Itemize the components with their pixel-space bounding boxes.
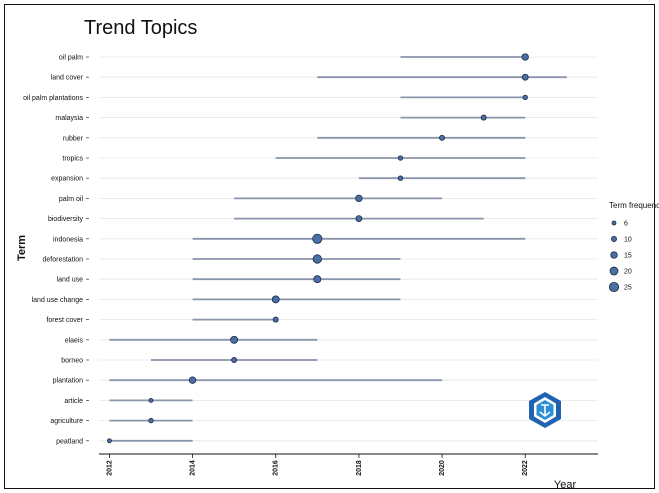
y-tick-label: borneo bbox=[61, 358, 83, 365]
term-point bbox=[480, 114, 487, 121]
y-tick-label: malaysia bbox=[55, 115, 83, 122]
term-point bbox=[106, 438, 112, 444]
x-tick-label: 2012 bbox=[106, 460, 113, 476]
x-tick-label: 2018 bbox=[356, 460, 363, 476]
legend-title: Term frequency bbox=[609, 201, 659, 210]
x-tick-label: 2014 bbox=[190, 460, 197, 476]
legend-marker bbox=[609, 266, 619, 276]
term-point bbox=[148, 417, 154, 424]
y-tick-label: forest cover bbox=[46, 317, 83, 324]
term-point bbox=[439, 134, 446, 141]
y-tick-labels: oil palm land cover oil palm plantations ma… bbox=[23, 55, 89, 445]
term-point bbox=[230, 335, 239, 344]
y-tick-label: agriculture bbox=[50, 418, 83, 425]
legend-marker bbox=[610, 251, 618, 259]
term-point bbox=[397, 155, 404, 161]
term-point bbox=[397, 175, 404, 181]
term-point bbox=[271, 295, 280, 304]
term-point bbox=[231, 357, 238, 363]
term-point bbox=[312, 254, 322, 264]
term-point bbox=[355, 194, 363, 203]
range-lines-layer bbox=[109, 56, 567, 442]
term-point bbox=[312, 233, 323, 244]
x-tick-label: 2016 bbox=[273, 460, 280, 476]
x-tick-label: 2020 bbox=[439, 460, 446, 476]
legend: Term frequency 6 10 15 20 25 bbox=[608, 201, 659, 293]
term-point bbox=[148, 397, 154, 403]
y-tick-label: land use bbox=[57, 277, 84, 284]
term-point bbox=[521, 53, 529, 61]
legend-marker bbox=[611, 220, 617, 226]
y-tick-label: oil palm bbox=[59, 55, 83, 62]
y-tick-label: oil palm plantations bbox=[23, 95, 83, 102]
y-axis-label: Term bbox=[16, 235, 28, 261]
legend-label: 10 bbox=[624, 237, 632, 244]
y-tick-label: expansion bbox=[51, 176, 83, 183]
x-tick-label: 2022 bbox=[522, 460, 529, 476]
y-tick-label: plantation bbox=[53, 378, 83, 385]
y-tick-label: indonesia bbox=[53, 236, 83, 243]
y-tick-label: peatland bbox=[56, 438, 83, 445]
y-tick-label: land cover bbox=[51, 75, 84, 82]
x-axis-label: Year bbox=[554, 479, 577, 491]
legend-label: 25 bbox=[624, 285, 632, 292]
term-point bbox=[521, 73, 529, 81]
y-tick-label: elaeis bbox=[65, 337, 84, 344]
term-point bbox=[188, 376, 197, 384]
y-tick-label: land use change bbox=[32, 297, 83, 304]
term-point bbox=[522, 94, 528, 101]
y-tick-label: biodiversity bbox=[48, 216, 84, 223]
x-tick-labels: 2012 2014 2016 2018 2020 2022 bbox=[106, 454, 529, 476]
y-tick-label: article bbox=[64, 398, 83, 405]
legend-marker bbox=[608, 281, 620, 293]
term-point bbox=[272, 316, 279, 323]
y-tick-label: deforestation bbox=[43, 257, 84, 264]
legend-marker bbox=[611, 236, 617, 242]
legend-label: 20 bbox=[624, 269, 632, 276]
grid-layer bbox=[99, 56, 598, 442]
term-point bbox=[313, 275, 322, 284]
legend-label: 6 bbox=[624, 221, 628, 228]
y-tick-label: palm oil bbox=[59, 196, 84, 203]
watermark-logo bbox=[529, 392, 561, 428]
legend-label: 15 bbox=[624, 253, 632, 260]
points-layer bbox=[106, 53, 529, 444]
y-tick-label: tropics bbox=[62, 156, 83, 163]
chart-title: Trend Topics bbox=[84, 17, 197, 39]
y-tick-label: rubber bbox=[63, 135, 84, 142]
term-point bbox=[355, 215, 363, 222]
